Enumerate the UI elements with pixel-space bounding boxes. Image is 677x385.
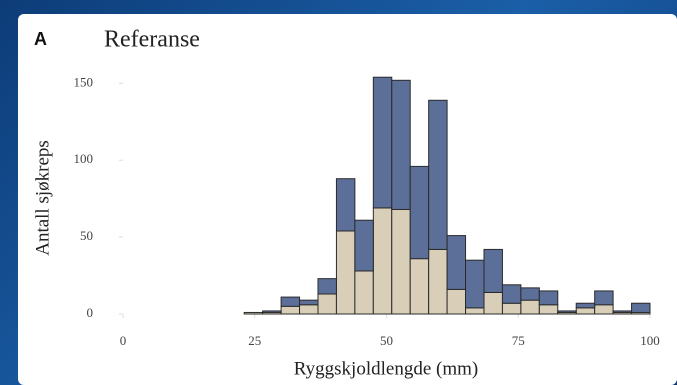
bar-segment <box>428 99 448 250</box>
bar-segment <box>280 305 301 315</box>
bar-segment <box>354 270 374 315</box>
x-axis-label: Ryggskjoldlengde (mm) <box>294 358 478 379</box>
bar-segment <box>594 304 614 315</box>
bar-segment <box>280 296 301 307</box>
y-tick-label: 0 <box>87 305 94 320</box>
bar-segment <box>391 208 411 315</box>
bar-segment <box>317 278 337 295</box>
bar-segment <box>446 235 467 290</box>
bar-segment <box>520 287 540 301</box>
bar-segment <box>262 310 282 313</box>
x-tick-label: 50 <box>380 333 393 348</box>
bar-segment <box>575 302 596 309</box>
bar-segment <box>465 307 485 315</box>
bar-segment <box>299 304 319 315</box>
bar-segment <box>501 302 522 315</box>
bar-segment <box>372 207 393 315</box>
chart-title: Referanse <box>104 27 200 53</box>
bar-segment <box>501 284 522 304</box>
bar-segment <box>631 302 651 313</box>
bar-segment <box>557 310 577 313</box>
bar-segment <box>483 248 503 293</box>
y-tick-label: 100 <box>74 151 94 166</box>
bar-segment <box>612 310 633 313</box>
bar-segment <box>243 311 264 315</box>
bar-segment <box>465 259 485 309</box>
bar-segment <box>520 299 540 315</box>
bar-segment <box>428 248 448 315</box>
bar-segment <box>538 290 559 306</box>
y-tick-label: 150 <box>74 74 94 89</box>
bar-segment <box>372 76 393 209</box>
x-tick-label: 75 <box>512 333 525 348</box>
y-tick-label: 50 <box>80 228 93 243</box>
bar-segment <box>594 290 614 306</box>
panel-label: A <box>34 29 47 49</box>
bar-segment <box>335 178 356 232</box>
bar-segment <box>317 293 337 315</box>
bar-segment <box>538 304 559 315</box>
bar-segment <box>354 219 374 272</box>
y-axis-label: Antall sjøkreps <box>32 140 53 256</box>
bar-segment <box>335 230 356 315</box>
x-tick-label: 100 <box>640 333 660 348</box>
bar-segment <box>575 307 596 315</box>
x-tick-label: 0 <box>120 333 127 348</box>
bar-segment <box>299 299 319 306</box>
bar-segment <box>409 165 430 260</box>
bar-segment <box>391 79 411 210</box>
bar-segment <box>409 258 430 315</box>
x-tick-label: 25 <box>248 333 261 348</box>
bar-segment <box>446 288 467 315</box>
bar-segment <box>483 291 503 315</box>
